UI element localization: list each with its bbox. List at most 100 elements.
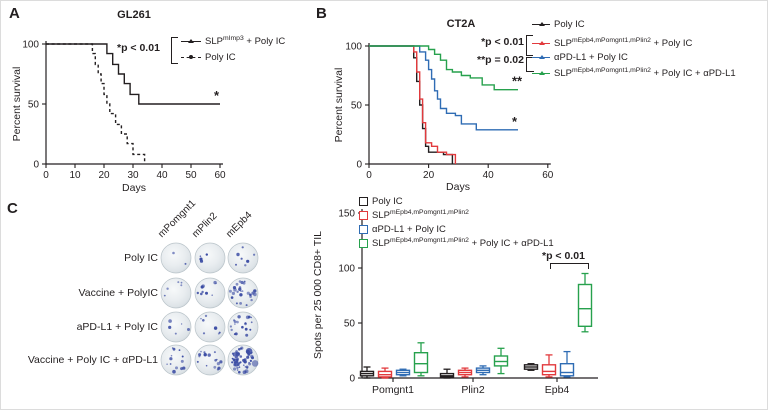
elispot-spot <box>172 251 175 255</box>
elispot-spot <box>196 291 199 295</box>
elispot-spot <box>245 365 249 369</box>
panel-b-pvalue-1: *p < 0.01 <box>481 36 524 48</box>
elispot-spot <box>199 255 202 257</box>
legend-item-slp-poly-ic: SLPmEpb4,mPomgnt1,mPlin2 + Poly IC <box>532 37 692 50</box>
elispot-spot <box>200 350 202 353</box>
y-tick-label: 50 <box>344 319 356 330</box>
triangle-marker-icon <box>539 54 545 59</box>
panel-a-pvalue: *p < 0.01 <box>117 42 160 54</box>
box <box>413 352 429 374</box>
elispot-spot <box>172 369 176 374</box>
elispot-spot <box>238 287 242 291</box>
x-tick-label: 0 <box>43 170 49 181</box>
legend-item-poly-ic: Poly IC <box>359 195 403 208</box>
elispot-spot <box>168 319 172 323</box>
elispot-spot <box>243 280 246 283</box>
elispot-spot <box>213 280 217 285</box>
elispot-spot <box>251 360 259 367</box>
elispot-well <box>194 344 226 376</box>
legend-label: SLPmImp3 + Poly IC <box>205 34 286 47</box>
significance-marker: * <box>512 114 518 129</box>
survival-curve <box>369 45 454 164</box>
square-marker-icon <box>359 211 368 220</box>
elispot-spot <box>238 366 241 368</box>
elispot-spot <box>239 355 243 358</box>
elispot-spot <box>241 290 244 292</box>
elispot-spot <box>181 355 184 358</box>
x-tick-label: 50 <box>185 170 197 181</box>
x-tick-label: 60 <box>542 170 554 181</box>
y-tick-label: 0 <box>33 160 39 171</box>
elispot-spot <box>170 354 173 357</box>
elispot-spot <box>216 368 220 371</box>
legend-label: SLPmEpb4,mPomgnt1,mPlin2 + Poly IC + αPD… <box>372 236 554 249</box>
elispot-spot <box>200 292 203 296</box>
elispot-spot <box>240 290 242 292</box>
elispot-spot <box>243 364 245 367</box>
elispot-spot <box>202 319 205 322</box>
elispot-spot <box>241 325 244 329</box>
elispot-spot <box>236 252 240 257</box>
x-tick-label: 20 <box>423 170 435 181</box>
category-label: Plin2 <box>461 384 485 396</box>
significance-marker: ** <box>512 74 523 89</box>
elispot-spot <box>249 293 252 297</box>
y-tick-label: 0 <box>356 160 362 171</box>
elispot-spot <box>163 294 166 297</box>
elispot-spot <box>203 351 206 354</box>
elispot-spot <box>177 281 180 284</box>
elispot-spot <box>237 363 240 366</box>
elispot-spot <box>236 366 239 370</box>
elispot-spot <box>251 291 255 295</box>
elispot-spot <box>236 320 239 324</box>
y-tick-label: 100 <box>345 42 362 53</box>
elispot-spot <box>253 289 257 293</box>
panel-d-y-axis-title: Spots per 25 000 CD8+ TIL <box>312 231 324 359</box>
elispot-spot <box>207 353 211 357</box>
legend-label: SLPmEpb4,mPomgnt1,mPlin2 + Poly IC <box>554 36 693 49</box>
panel-d-pvalue: *p < 0.01 <box>542 250 585 262</box>
legend-label: αPD-L1 + Poly IC <box>372 224 446 235</box>
survival-curve <box>46 43 220 105</box>
survival-curve <box>369 45 518 131</box>
elispot-spot <box>213 351 216 354</box>
elispot-spot <box>231 361 234 364</box>
x-tick-label: 0 <box>366 170 372 181</box>
line-marker <box>532 54 550 59</box>
elispot-spot <box>175 366 178 370</box>
elispot-spot <box>228 289 232 293</box>
y-tick-label: 50 <box>351 101 363 112</box>
panel-a-label: A <box>9 5 20 22</box>
elispot-spot <box>236 369 239 371</box>
elispot-spot <box>234 332 238 336</box>
elispot-spot <box>178 349 181 351</box>
box <box>559 363 575 377</box>
elispot-spot <box>249 359 252 362</box>
elispot-spot <box>199 257 203 261</box>
triangle-marker-icon <box>539 70 545 75</box>
legend-item-poly-ic: Poly IC <box>181 51 236 64</box>
elispot-spot <box>180 284 183 287</box>
y-tick-label: 150 <box>338 209 355 220</box>
panel-b-title: CT2A <box>446 18 476 30</box>
elispot-spot <box>205 253 208 256</box>
well-row-label: aPD-L1 + Poly IC <box>76 321 158 333</box>
elispot-spot <box>230 296 234 299</box>
elispot-spot <box>233 288 237 292</box>
elispot-spot <box>240 347 243 350</box>
elispot-spot <box>250 316 252 319</box>
elispot-spot <box>246 259 250 263</box>
elispot-spot <box>216 362 220 366</box>
elispot-spot <box>231 352 235 355</box>
elispot-spot <box>214 359 217 362</box>
survival-curve <box>369 45 518 91</box>
line-marker <box>532 40 550 45</box>
panel-a-x-axis-title: Days <box>122 182 146 194</box>
elispot-spot <box>229 325 232 328</box>
elispot-spot <box>238 348 241 351</box>
elispot-spot <box>169 357 173 361</box>
elispot-spot <box>233 367 237 371</box>
elispot-spot <box>174 332 177 335</box>
x-tick-label: 10 <box>69 170 81 181</box>
